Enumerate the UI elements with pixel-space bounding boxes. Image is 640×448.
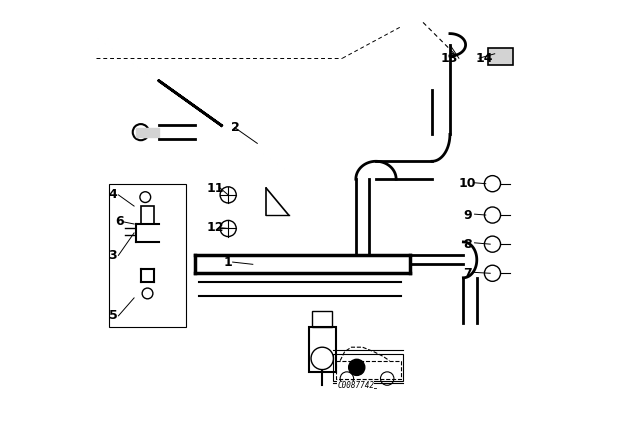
Bar	[488, 48, 513, 65]
Text: 11: 11	[207, 181, 224, 195]
Text: C0087742: C0087742	[337, 380, 374, 389]
Text: 2: 2	[230, 121, 239, 134]
Text: 7: 7	[463, 267, 472, 280]
Text: 1: 1	[224, 255, 233, 269]
Bar	[309, 327, 336, 372]
Text: 3: 3	[109, 249, 117, 262]
Text: 10: 10	[459, 177, 476, 190]
Text: 14: 14	[476, 52, 493, 65]
Circle shape	[349, 359, 365, 375]
Bar	[109, 184, 186, 327]
Text: 12: 12	[207, 221, 224, 234]
Text: 9: 9	[463, 208, 472, 222]
Text: 13: 13	[440, 52, 458, 65]
Text: 5: 5	[109, 309, 117, 323]
Bar	[333, 354, 403, 381]
Bar	[141, 206, 154, 224]
Text: 8: 8	[463, 237, 472, 251]
Bar	[312, 311, 332, 327]
Text: 4: 4	[109, 188, 117, 202]
Text: 6: 6	[115, 215, 124, 228]
